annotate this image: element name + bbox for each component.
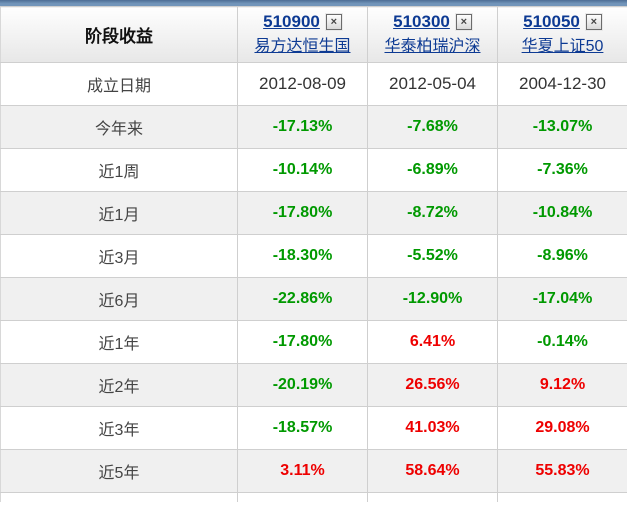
return-value-cell: -18.57% [237,406,368,450]
fund-code-row: 510900 × [239,10,367,35]
return-value-cell: -7.68% [367,105,498,149]
return-value-cell: -0.14% [497,320,627,364]
return-value-cell: -5.52% [367,234,498,278]
row-label: 近3年 [0,406,238,450]
return-value-cell: 55.83% [497,449,627,493]
table-row-2: 近1周 -10.14% -6.89% -7.36% [0,148,627,192]
return-value-cell: -22.86% [237,277,368,321]
table-row-9: 近5年 3.11% 58.64% 55.83% [0,449,627,493]
return-value-cell: -20.19% [237,363,368,407]
return-value-cell: -17.04% [497,277,627,321]
close-icon[interactable]: × [324,13,343,31]
table-row-4: 近3月 -18.30% -5.52% -8.96% [0,234,627,278]
return-value-cell: -10.84% [497,191,627,235]
table-row-6: 近1年 -17.80% 6.41% -0.14% [0,320,627,364]
return-value-cell: -17.13% [237,105,368,149]
row-label: 成立日期 [0,62,238,106]
fund-header-510050: 510050 × 华夏上证50 [497,6,627,63]
table-row-7: 近2年 -20.19% 26.56% 9.12% [0,363,627,407]
return-value-cell: -7.36% [497,148,627,192]
table-title: 阶段收益 [0,6,238,63]
fund-code-row: 510050 × [499,10,627,35]
row-label: 近1年 [0,320,238,364]
return-value-cell: 29.08% [497,406,627,450]
return-value-cell: 41.03% [367,406,498,450]
return-value-cell: -8.96% [497,234,627,278]
top-accent-bar [0,0,627,6]
fund-code-link[interactable]: 510300 [393,12,450,31]
fund-code-link[interactable]: 510050 [523,12,580,31]
row-label: 近3月 [0,234,238,278]
return-value-cell: -12.90% [367,277,498,321]
table-header-row: 阶段收益 510900 × 易方达恒生国 510300 × 华泰柏瑞沪深 51005… [0,6,627,63]
inception-date-cell: 2012-08-09 [237,62,368,106]
return-value-cell: 6.41% [367,320,498,364]
fund-code-row: 510300 × [369,10,497,35]
close-icon[interactable]: × [584,13,603,31]
table-row-1: 今年来 -17.13% -7.68% -13.07% [0,105,627,149]
return-value-cell: 58.64% [367,449,498,493]
table-row-3: 近1月 -17.80% -8.72% -10.84% [0,191,627,235]
fund-name-link[interactable]: 易方达恒生国 [254,38,351,55]
fund-code-link[interactable]: 510900 [263,12,320,31]
return-value-cell: -10.14% [237,148,368,192]
row-label: 近2年 [0,363,238,407]
fund-name-link[interactable]: 华夏上证50 [521,38,604,55]
row-label: 近1周 [0,148,238,192]
row-label: 今年来 [0,105,238,149]
table-row-0: 成立日期 2012-08-09 2012-05-04 2004-12-30 [0,62,627,106]
return-value-cell: -18.30% [237,234,368,278]
return-value-cell: -17.80% [237,191,368,235]
row-label: 近1月 [0,191,238,235]
row-label: 近6月 [0,277,238,321]
empty-cell [0,492,238,502]
inception-date-cell: 2012-05-04 [367,62,498,106]
return-value-cell: -6.89% [367,148,498,192]
inception-date-cell: 2004-12-30 [497,62,627,106]
empty-cell [237,492,368,502]
fund-header-510300: 510300 × 华泰柏瑞沪深 [367,6,498,63]
fund-name-link[interactable]: 华泰柏瑞沪深 [384,38,481,55]
return-value-cell: 9.12% [497,363,627,407]
return-value-cell: 3.11% [237,449,368,493]
fund-header-510900: 510900 × 易方达恒生国 [237,6,368,63]
period-returns-table: 阶段收益 510900 × 易方达恒生国 510300 × 华泰柏瑞沪深 51005… [0,6,627,502]
cut-off-row [0,492,627,502]
close-icon[interactable]: × [454,13,473,31]
row-label: 近5年 [0,449,238,493]
return-value-cell: -8.72% [367,191,498,235]
table-row-5: 近6月 -22.86% -12.90% -17.04% [0,277,627,321]
empty-cell [367,492,498,502]
return-value-cell: -13.07% [497,105,627,149]
empty-cell [497,492,627,502]
return-value-cell: 26.56% [367,363,498,407]
table-row-8: 近3年 -18.57% 41.03% 29.08% [0,406,627,450]
return-value-cell: -17.80% [237,320,368,364]
